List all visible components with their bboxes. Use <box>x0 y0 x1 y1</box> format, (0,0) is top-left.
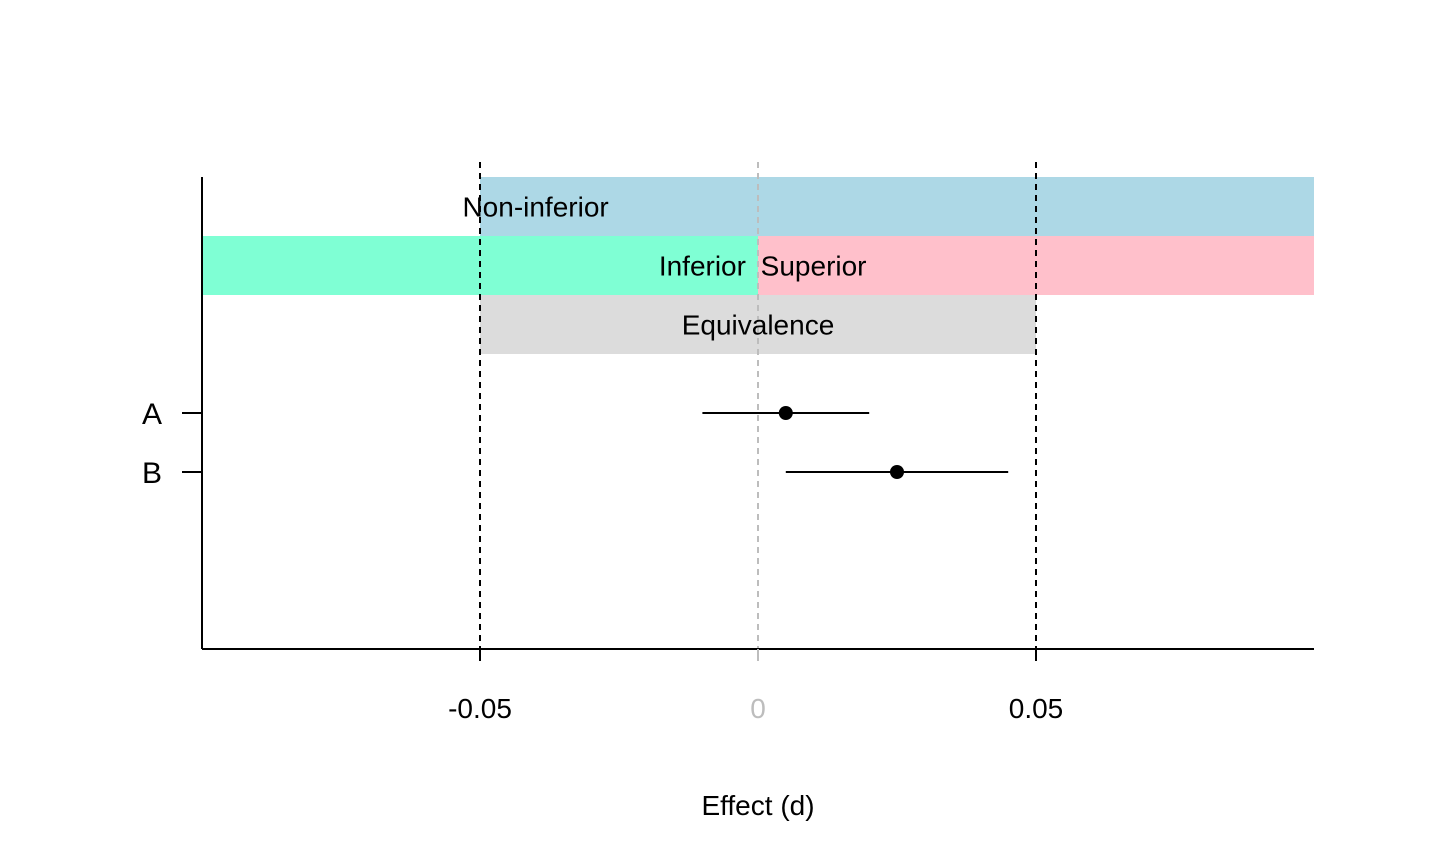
region-band-equivalence <box>480 295 1036 354</box>
region-label-superior: Superior <box>761 251 867 282</box>
region-label-inferior: Inferior <box>659 251 746 282</box>
x-axis-title: Effect (d) <box>701 790 814 821</box>
estimate-marks <box>702 406 1009 479</box>
x-tick-label: 0 <box>750 693 766 724</box>
category-axis: AB <box>142 398 202 490</box>
point-estimate-b <box>890 465 904 479</box>
category-label: A <box>142 398 162 431</box>
x-tick-label: 0.05 <box>1009 693 1064 724</box>
x-tick-labels: -0.05 0 0.05 <box>448 649 1063 724</box>
region-label-non-inferior: Non-inferior <box>462 192 608 223</box>
region-band-non-inferior <box>480 177 1314 236</box>
category-label: B <box>142 457 162 490</box>
reference-lines <box>479 162 1037 649</box>
region-labels: Non-inferior Inferior Superior Equivalence <box>462 192 866 341</box>
region-label-equivalence: Equivalence <box>682 310 835 341</box>
point-estimate-a <box>778 406 793 420</box>
x-tick-label: -0.05 <box>448 693 512 724</box>
